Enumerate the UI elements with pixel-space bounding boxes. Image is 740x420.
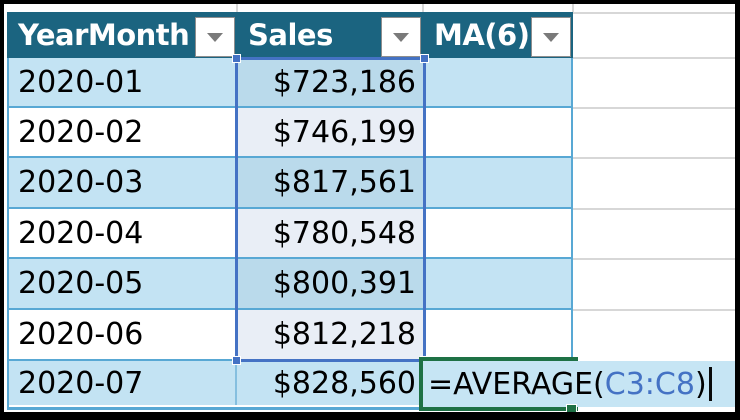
filter-dropdown-icon [543,32,559,42]
cell-sales[interactable]: $780,548 [237,209,423,259]
column-header-label: MA(6) [434,18,530,52]
column-header-label: YearMonth [18,18,190,52]
cell-ma6[interactable] [423,209,573,259]
table-body: 2020-01 $723,186 2020-02 $746,199 2020-0… [7,58,573,405]
gridline [573,157,735,159]
gridline [573,12,735,14]
gridline [236,4,238,12]
cell-yearmonth[interactable]: 2020-02 [7,108,237,158]
formula-text: =AVERAGE( [428,366,605,402]
table-left-border [7,58,9,407]
text-caret [708,367,712,401]
range-handle[interactable] [232,54,241,63]
column-header-yearmonth[interactable]: YearMonth [7,12,237,58]
cell-ma6[interactable] [423,158,573,209]
formula-text: ) [694,366,707,402]
formula-range-reference: C3:C8 [604,366,695,402]
table-row: 2020-04 $780,548 [7,209,573,259]
formula-edit-cell[interactable]: =AVERAGE(C3:C8) [421,361,735,407]
cell-sales[interactable]: $746,199 [237,108,423,158]
cell-yearmonth[interactable]: 2020-04 [7,209,237,259]
cell-ma6[interactable] [423,310,573,361]
filter-button-sales[interactable] [381,17,421,57]
cell-yearmonth[interactable]: 2020-03 [7,158,237,209]
filter-dropdown-icon [207,32,223,42]
cell-sales[interactable]: $817,561 [237,158,423,209]
filter-button-ma6[interactable] [531,17,571,57]
screenshot-frame [735,0,740,420]
cell-yearmonth[interactable]: 2020-06 [7,310,237,361]
cell-sales[interactable]: $723,186 [237,58,423,108]
sales-table: YearMonth Sales MA(6) 2020-01 $723,186 2… [7,12,573,405]
cell-yearmonth[interactable]: 2020-01 [7,58,237,108]
gridline [572,4,574,12]
cell-sales[interactable]: $812,218 [237,310,423,361]
table-row: 2020-02 $746,199 [7,108,573,158]
cell-ma6[interactable] [423,58,573,108]
gridline [422,4,424,12]
column-header-ma6[interactable]: MA(6) [423,12,573,58]
table-row: 2020-01 $723,186 [7,58,573,108]
cell-yearmonth[interactable]: 2020-07 [7,361,237,405]
filter-dropdown-icon [393,32,409,42]
cell-ma6[interactable] [423,108,573,158]
screenshot-frame [0,0,4,420]
gridline [573,208,735,210]
table-right-border [571,58,573,361]
gridline [573,309,735,311]
table-header-row: YearMonth Sales MA(6) [7,12,573,58]
gridline [573,57,735,59]
filter-button-yearmonth[interactable] [195,17,235,57]
column-header-sales[interactable]: Sales [237,12,423,58]
range-handle[interactable] [420,54,429,63]
table-row: 2020-03 $817,561 [7,158,573,209]
cell-ma6[interactable] [423,259,573,310]
cell-yearmonth[interactable]: 2020-05 [7,259,237,310]
table-bottom-border [7,407,421,410]
gridline [573,258,735,260]
screenshot-frame [0,0,740,4]
table-row: 2020-05 $800,391 [7,259,573,310]
column-header-label: Sales [248,18,333,52]
table-row: 2020-06 $812,218 [7,310,573,361]
cell-sales[interactable]: $828,560 [237,361,423,405]
range-handle[interactable] [232,356,241,365]
gridline [573,107,735,109]
cell-sales[interactable]: $800,391 [237,259,423,310]
screenshot-frame [0,412,740,420]
